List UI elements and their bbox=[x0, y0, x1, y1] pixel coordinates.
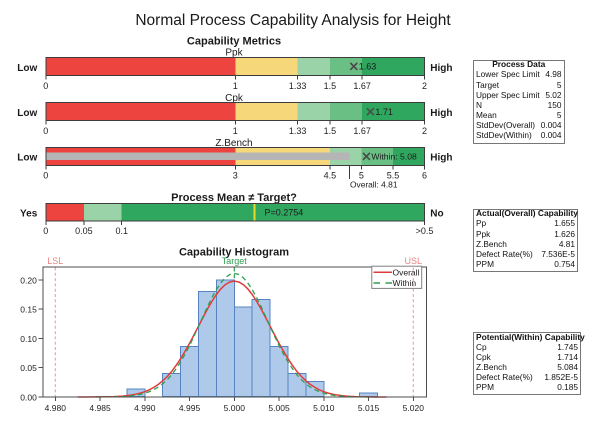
svg-text:0: 0 bbox=[43, 226, 48, 236]
svg-text:0: 0 bbox=[43, 170, 48, 180]
svg-text:0: 0 bbox=[43, 81, 48, 91]
svg-text:Low: Low bbox=[17, 63, 37, 74]
svg-text:1.5: 1.5 bbox=[324, 126, 337, 136]
svg-text:4.980: 4.980 bbox=[45, 403, 67, 413]
svg-text:5.010: 5.010 bbox=[313, 403, 335, 413]
svg-text:Low: Low bbox=[17, 153, 37, 164]
svg-text:LSL: LSL bbox=[47, 256, 63, 266]
svg-text:Cpk: Cpk bbox=[225, 93, 244, 104]
svg-text:4.985: 4.985 bbox=[89, 403, 111, 413]
svg-text:Overall: 4.81: Overall: 4.81 bbox=[350, 180, 398, 190]
svg-text:Yes: Yes bbox=[20, 209, 38, 220]
svg-text:High: High bbox=[430, 63, 452, 74]
svg-text:4.995: 4.995 bbox=[179, 403, 201, 413]
svg-text:2: 2 bbox=[422, 81, 427, 91]
svg-text:0.15: 0.15 bbox=[20, 305, 37, 315]
svg-text:5.5: 5.5 bbox=[387, 170, 400, 180]
svg-text:4.990: 4.990 bbox=[134, 403, 156, 413]
svg-text:4.5: 4.5 bbox=[324, 170, 337, 180]
svg-text:0.00: 0.00 bbox=[20, 393, 37, 403]
svg-text:2: 2 bbox=[422, 126, 427, 136]
svg-text:High: High bbox=[430, 108, 452, 119]
svg-text:Ppk: Ppk bbox=[225, 48, 243, 59]
svg-text:Within: Within bbox=[393, 278, 417, 288]
svg-text:Normal Process Capability Anal: Normal Process Capability Analysis for H… bbox=[135, 12, 451, 29]
svg-text:No: No bbox=[430, 209, 443, 220]
svg-text:P=0.2754: P=0.2754 bbox=[265, 207, 304, 217]
svg-text:5.000: 5.000 bbox=[224, 403, 246, 413]
svg-text:1.33: 1.33 bbox=[289, 81, 307, 91]
svg-text:5.020: 5.020 bbox=[403, 403, 425, 413]
svg-text:5: 5 bbox=[359, 170, 364, 180]
svg-text:1.33: 1.33 bbox=[289, 126, 307, 136]
svg-text:0.05: 0.05 bbox=[20, 363, 37, 373]
svg-text:1.63: 1.63 bbox=[359, 62, 377, 72]
svg-text:Within: 5.08: Within: 5.08 bbox=[371, 152, 417, 162]
svg-text:High: High bbox=[430, 153, 452, 164]
svg-text:1: 1 bbox=[233, 126, 238, 136]
svg-text:1: 1 bbox=[233, 81, 238, 91]
svg-text:Overall: Overall bbox=[393, 267, 420, 277]
svg-text:Capability Metrics: Capability Metrics bbox=[187, 36, 281, 48]
svg-text:1.5: 1.5 bbox=[324, 81, 337, 91]
svg-text:USL: USL bbox=[405, 256, 423, 266]
svg-text:3: 3 bbox=[233, 170, 238, 180]
svg-text:1.67: 1.67 bbox=[353, 81, 371, 91]
svg-text:0.1: 0.1 bbox=[115, 226, 128, 236]
svg-text:1.71: 1.71 bbox=[375, 107, 393, 117]
svg-text:6: 6 bbox=[422, 170, 427, 180]
svg-text:5.005: 5.005 bbox=[268, 403, 290, 413]
svg-text:Z.Bench: Z.Bench bbox=[215, 138, 252, 149]
svg-text:1.67: 1.67 bbox=[353, 126, 371, 136]
svg-text:0.20: 0.20 bbox=[20, 275, 37, 285]
svg-text:0: 0 bbox=[43, 126, 48, 136]
svg-text:5.015: 5.015 bbox=[358, 403, 380, 413]
svg-text:0.05: 0.05 bbox=[75, 226, 93, 236]
svg-text:0.10: 0.10 bbox=[20, 334, 37, 344]
svg-text:Low: Low bbox=[17, 108, 37, 119]
svg-text:Capability Histogram: Capability Histogram bbox=[179, 246, 289, 258]
svg-text:Target: Target bbox=[222, 256, 248, 266]
svg-text:>0.5: >0.5 bbox=[416, 226, 434, 236]
svg-text:Process Mean ≠ Target?: Process Mean ≠ Target? bbox=[171, 192, 297, 204]
